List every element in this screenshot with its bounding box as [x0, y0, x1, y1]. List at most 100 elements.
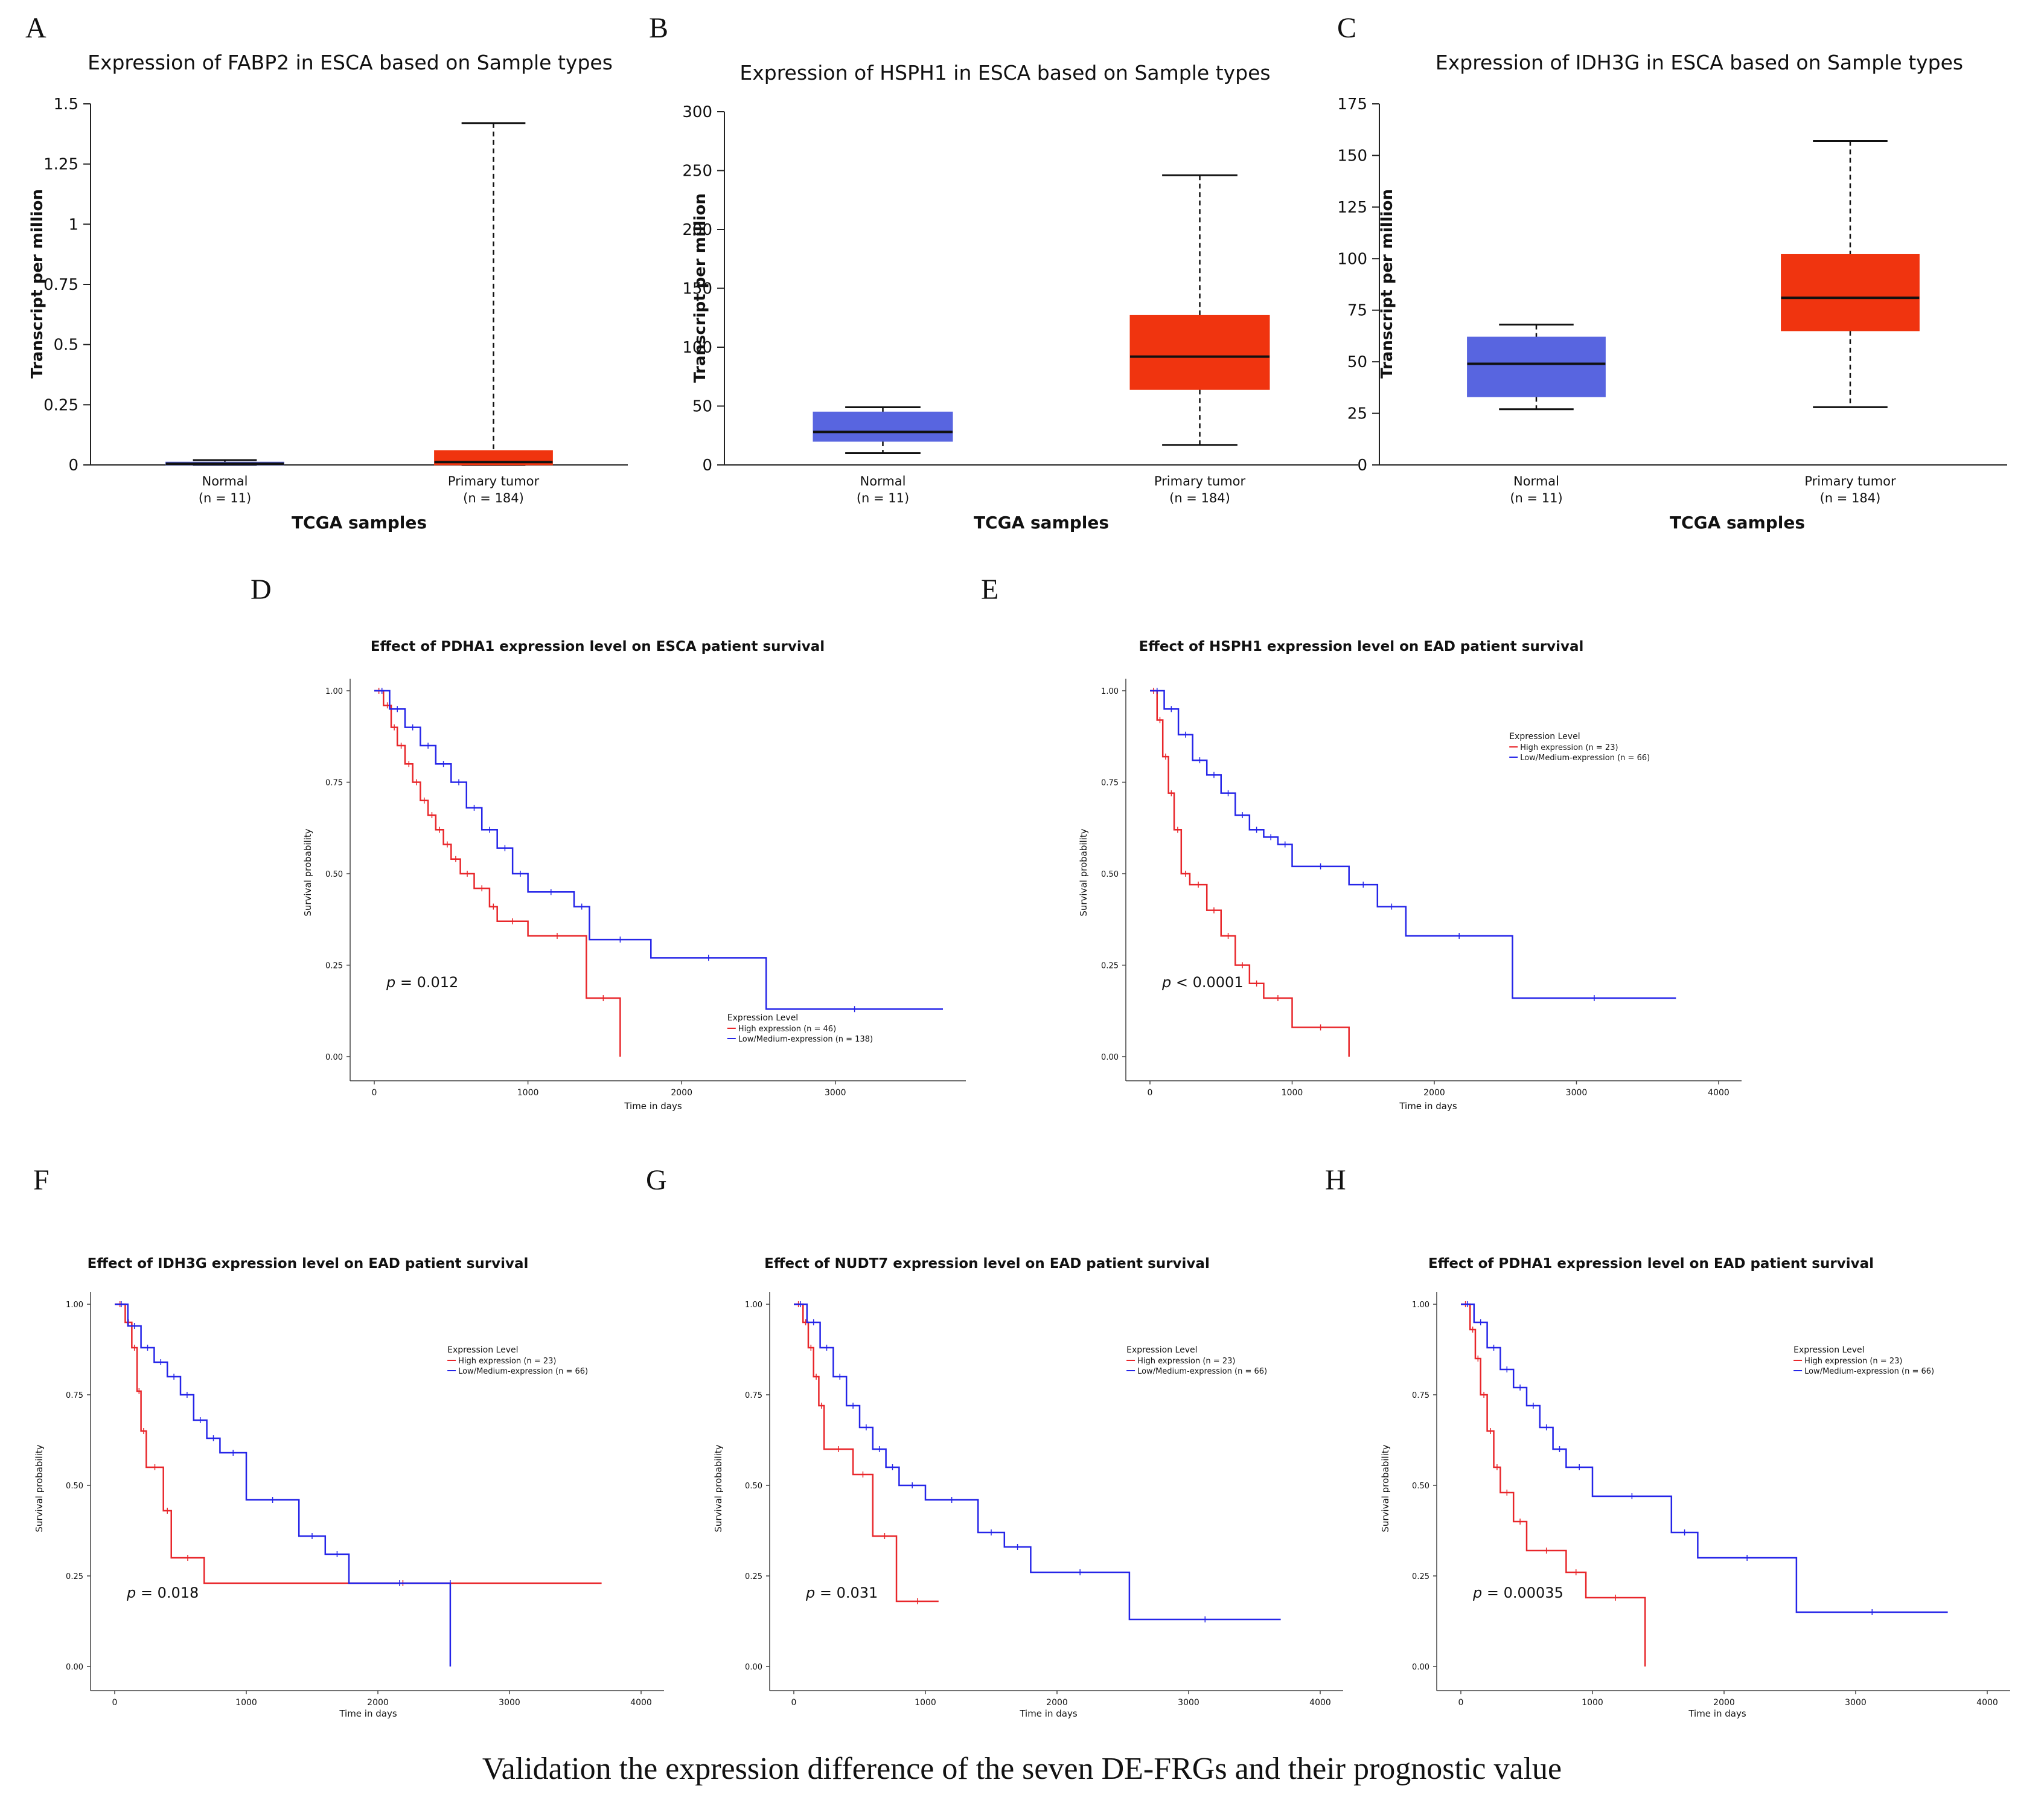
chart-title: Expression of HSPH1 in ESCA based on Sam… [739, 61, 1270, 85]
box-normal [813, 411, 953, 442]
x-tick-label: 1000 [1282, 1088, 1303, 1098]
p-value-label: p = 0.012 [386, 974, 458, 991]
x-tick-label: 4000 [1309, 1698, 1331, 1708]
x-tick-label: 3000 [1178, 1698, 1199, 1708]
y-tick-label: 0 [702, 456, 712, 475]
y-tick-label: 0.00 [66, 1663, 83, 1672]
panel-letter: D [251, 574, 272, 606]
x-category-label: Normal [202, 474, 248, 488]
y-tick-label: 0.25 [66, 1572, 83, 1581]
chart-title: Effect of PDHA1 expression level on EAD … [1428, 1256, 1874, 1272]
panel-letter: H [1325, 1164, 1346, 1196]
y-tick-label: 75 [1347, 302, 1367, 320]
y-tick-label: 25 [1347, 405, 1367, 423]
x-tick-label: 3000 [1566, 1088, 1588, 1098]
panel-letter: B [649, 12, 668, 44]
survival-curve-low-medium-expression [1150, 690, 1676, 999]
y-tick-label: 0.75 [43, 276, 78, 294]
chart-title: Effect of IDH3G expression level on EAD … [88, 1256, 529, 1272]
boxplot-panel-b: B Expression of HSPH1 in ESCA based on Sa… [649, 12, 1358, 533]
survival-curve-low-medium-expression [1461, 1303, 1948, 1613]
y-tick-label: 0.50 [1101, 870, 1119, 879]
survival-panel-e: E Effect of HSPH1 expression level on EAD… [981, 574, 1742, 1112]
y-tick-label: 1.00 [325, 687, 343, 696]
x-category-label: Primary tumor [1154, 474, 1246, 488]
y-tick-label: 0.25 [1412, 1572, 1429, 1581]
survival-curve-low-medium-expression [115, 1303, 452, 1667]
survival-curve-high-expression [794, 1303, 939, 1602]
y-tick-label: 0.25 [43, 396, 78, 414]
x-category-n-label: (n = 184) [1169, 491, 1230, 505]
y-tick-label: 0.5 [54, 336, 78, 354]
legend-item: High expression (n = 23) [1520, 743, 1618, 752]
legend-title: Expression Level [1509, 732, 1580, 741]
y-tick-label: 1.5 [54, 95, 78, 114]
legend-item: Low/Medium-expression (n = 66) [1804, 1367, 1934, 1376]
box-normal [1467, 336, 1606, 397]
x-tick-label: 0 [372, 1088, 377, 1098]
panel-letter: A [25, 12, 46, 44]
x-tick-label: 0 [112, 1698, 118, 1708]
survival-curve-low-medium-expression [794, 1303, 1281, 1621]
x-tick-label: 0 [1458, 1698, 1464, 1708]
x-axis-label: TCGA samples [1670, 513, 1805, 533]
legend-item: High expression (n = 23) [1137, 1357, 1235, 1366]
p-value-label: p < 0.0001 [1161, 974, 1244, 991]
y-axis-label: Survival probability [713, 1444, 724, 1532]
y-tick-label: 0 [1357, 456, 1367, 475]
x-tick-label: 2000 [1713, 1698, 1735, 1708]
x-axis-label: Time in days [624, 1101, 682, 1112]
x-tick-label: 1000 [915, 1698, 936, 1708]
x-axis-label: Time in days [1019, 1708, 1078, 1719]
y-axis-label: Survival probability [34, 1444, 45, 1532]
panel-letter: F [33, 1164, 50, 1196]
panel-letter: C [1337, 12, 1356, 44]
y-tick-label: 150 [1337, 147, 1367, 165]
x-tick-label: 4000 [1976, 1698, 1998, 1708]
x-tick-label: 4000 [1708, 1088, 1729, 1098]
x-axis-label: Time in days [339, 1708, 397, 1719]
box-tumor [1129, 315, 1270, 390]
y-tick-label: 0.00 [325, 1053, 343, 1062]
x-tick-label: 2000 [671, 1088, 692, 1098]
legend-title: Expression Level [1793, 1345, 1864, 1355]
y-tick-label: 0.25 [325, 962, 343, 971]
y-tick-label: 0.00 [745, 1663, 762, 1672]
survival-panel-d: D Effect of PDHA1 expression level on ESC… [251, 574, 966, 1112]
x-category-label: Normal [1513, 474, 1559, 488]
survival-panel-f: F Effect of IDH3G expression level on EAD… [33, 1164, 664, 1719]
y-tick-label: 0.75 [1101, 779, 1119, 788]
y-axis-label: Transcript per million [1378, 189, 1396, 379]
legend-item: High expression (n = 23) [1804, 1357, 1902, 1366]
x-axis-label: TCGA samples [292, 513, 427, 533]
p-value-label: p = 0.00035 [1472, 1584, 1563, 1601]
y-tick-label: 0.00 [1101, 1053, 1119, 1062]
y-tick-label: 0.75 [1412, 1391, 1429, 1400]
y-tick-label: 1 [68, 216, 78, 234]
y-tick-label: 125 [1337, 199, 1367, 217]
x-axis-label: Time in days [1399, 1101, 1457, 1112]
y-axis-label: Survival probability [302, 828, 313, 916]
survival-panel-h: H Effect of PDHA1 expression level on EAD… [1325, 1164, 2010, 1719]
x-category-label: Primary tumor [1804, 474, 1896, 488]
x-category-n-label: (n = 184) [1820, 491, 1881, 505]
y-tick-label: 0.00 [1412, 1663, 1429, 1672]
y-tick-label: 0 [68, 456, 78, 475]
x-tick-label: 4000 [630, 1698, 652, 1708]
x-axis-label: Time in days [1688, 1708, 1746, 1719]
y-tick-label: 200 [682, 221, 712, 239]
x-category-n-label: (n = 11) [857, 491, 909, 505]
chart-title: Effect of HSPH1 expression level on EAD … [1139, 639, 1584, 655]
boxplot-panel-c: C Expression of IDH3G in ESCA based on Sa… [1337, 12, 2007, 533]
legend-item: High expression (n = 23) [458, 1357, 556, 1366]
chart-title: Expression of FABP2 in ESCA based on Sam… [88, 51, 613, 74]
y-tick-label: 1.00 [1412, 1301, 1429, 1310]
x-tick-label: 3000 [825, 1088, 846, 1098]
x-tick-label: 0 [1148, 1088, 1153, 1098]
survival-panel-g: G Effect of NUDT7 expression level on EAD… [646, 1164, 1343, 1719]
y-tick-label: 0.25 [745, 1572, 762, 1581]
y-tick-label: 150 [682, 280, 712, 298]
x-category-n-label: (n = 184) [463, 491, 524, 505]
legend-item: Low/Medium-expression (n = 66) [458, 1367, 588, 1376]
x-tick-label: 2000 [367, 1698, 389, 1708]
